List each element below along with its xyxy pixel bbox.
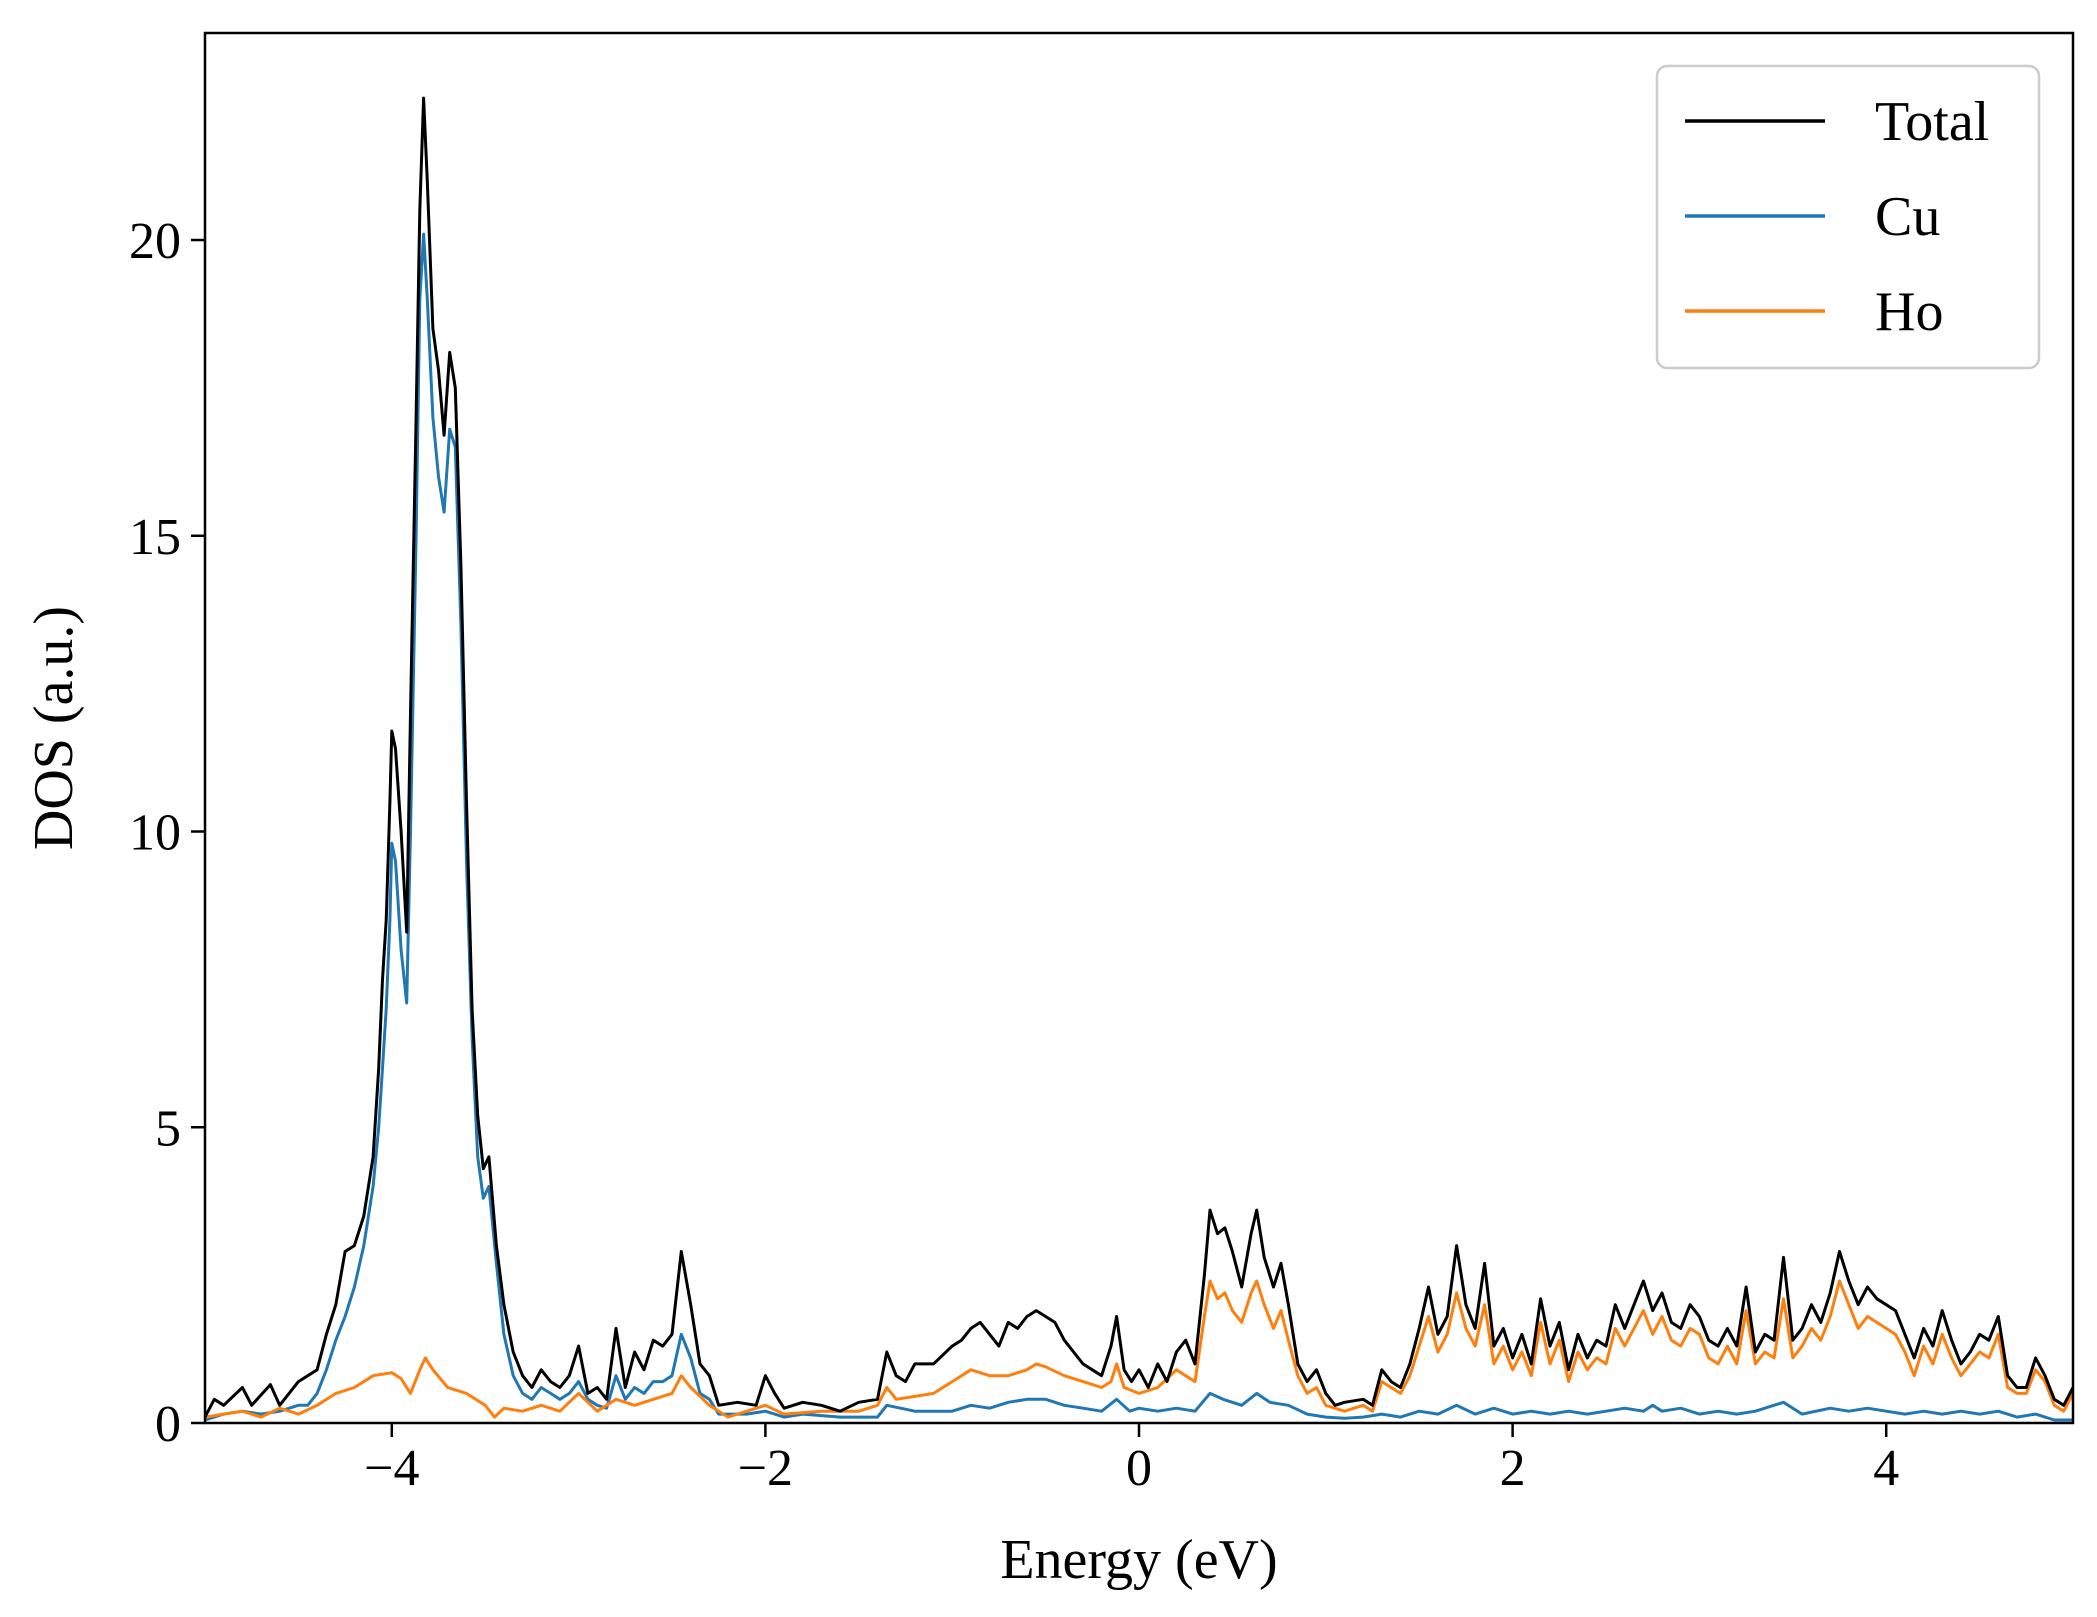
legend-box <box>1655 64 2041 370</box>
y-tick-label: 0 <box>155 1396 181 1453</box>
x-tick-label: 0 <box>1126 1440 1152 1497</box>
x-tick-label: −2 <box>738 1440 793 1497</box>
legend: Total Cu Ho <box>1655 64 2041 370</box>
series-line-ho <box>205 1279 2073 1419</box>
x-tick-label: −4 <box>364 1440 419 1497</box>
y-axis-label: DOS (a.u.) <box>23 606 85 850</box>
x-tick-label: 4 <box>1873 1440 1899 1497</box>
x-tick-label: 2 <box>1500 1440 1526 1497</box>
y-tick-label: 10 <box>129 805 181 862</box>
x-axis-ticks: −4 −2 0 2 4 <box>364 1423 1899 1497</box>
legend-label-cu: Cu <box>1875 186 1940 248</box>
y-axis-ticks: 0 5 10 15 20 <box>129 213 205 1453</box>
legend-label-total: Total <box>1875 91 1989 153</box>
legend-label-ho: Ho <box>1875 281 1943 343</box>
series-line-cu <box>205 232 2073 1422</box>
y-tick-label: 5 <box>155 1100 181 1157</box>
series-layer <box>205 96 2073 1422</box>
series-line-total <box>205 96 2073 1418</box>
y-tick-label: 15 <box>129 509 181 566</box>
y-tick-label: 20 <box>129 213 181 270</box>
x-axis-label: Energy (eV) <box>1000 1529 1277 1591</box>
